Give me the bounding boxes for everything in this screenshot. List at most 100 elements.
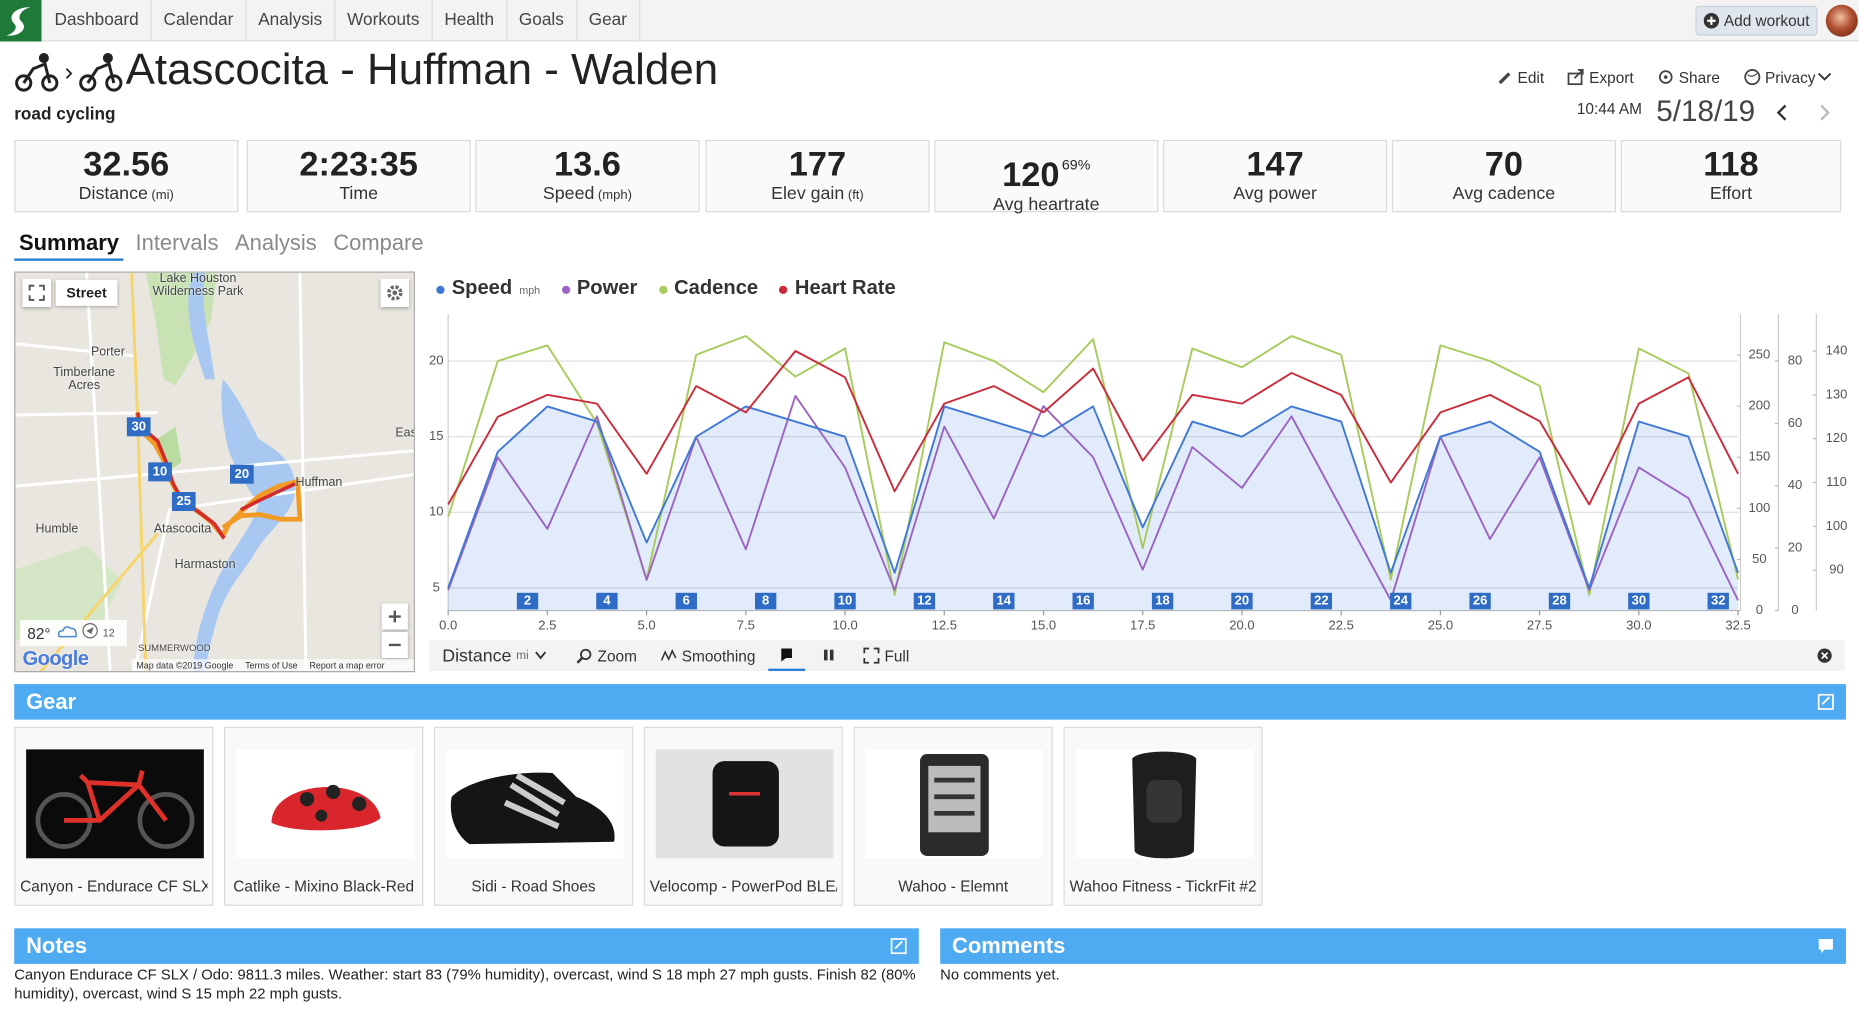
lap-marker[interactable]: [516, 592, 539, 610]
header-action[interactable]: Share: [1657, 68, 1720, 87]
route-marker[interactable]: 20: [230, 464, 254, 484]
gear-card[interactable]: Wahoo - Elemnt: [853, 726, 1053, 906]
pause-toggle[interactable]: [820, 640, 837, 671]
nav-item[interactable]: Gear: [577, 0, 641, 41]
lap-marker[interactable]: [834, 592, 856, 610]
stat-number: 13.6: [553, 145, 621, 184]
lap-marker[interactable]: [913, 592, 936, 610]
lap-marker[interactable]: [675, 592, 697, 610]
workout-time: 10:44 AM: [1576, 99, 1642, 118]
prev-button[interactable]: [1775, 103, 1792, 122]
nav-item[interactable]: Health: [432, 0, 508, 41]
add-workout-button[interactable]: Add workout: [1695, 5, 1818, 36]
lap-marker[interactable]: [596, 592, 618, 610]
lap-marker[interactable]: [1628, 592, 1650, 610]
nav-item[interactable]: Goals: [507, 0, 577, 41]
sport-icons[interactable]: [14, 52, 123, 95]
map-footer-text[interactable]: Report a map error: [309, 660, 385, 672]
stat-unit: (mph): [597, 188, 632, 203]
section-action[interactable]: [1818, 938, 1835, 955]
legend-item[interactable]: Cadence: [658, 276, 758, 300]
gear-card[interactable]: Wahoo Fitness - TickrFit #2: [1063, 726, 1263, 906]
x-tick-label: 15.0: [1031, 617, 1056, 632]
lap-marker[interactable]: [1310, 592, 1333, 610]
x-tick-label: 20.0: [1229, 617, 1254, 632]
stat-box: 13.6 Speed (mph): [475, 139, 700, 213]
map-label: SUMMERWOOD: [138, 642, 211, 654]
legend-item[interactable]: Heart Rate: [779, 276, 896, 300]
map-settings-button[interactable]: [380, 278, 410, 308]
nav-menu: Dashboard Calendar Analysis Workouts Health G…: [43, 0, 641, 41]
stat-box: 2:23:35 Time: [246, 139, 471, 213]
stat-box: 177 Elev gain (ft): [705, 139, 930, 213]
x-tick-label: 17.5: [1130, 617, 1155, 632]
header-action[interactable]: Privacy: [1743, 68, 1832, 87]
gear-card[interactable]: Catlike - Mixino Black-Red: [224, 726, 424, 906]
notes-header: Notes: [14, 928, 919, 964]
fullscreen-button[interactable]: [22, 278, 51, 308]
nav-item[interactable]: Calendar: [152, 0, 247, 41]
logo[interactable]: [0, 0, 42, 42]
x-tick-label: 2.5: [538, 617, 556, 632]
minus-icon: [388, 643, 401, 647]
legend-item[interactable]: Power: [561, 276, 637, 300]
toolbar-label: Smoothing: [681, 646, 756, 665]
tab[interactable]: Intervals: [135, 230, 219, 255]
stat-number: 147: [1246, 145, 1304, 184]
y-tick-label: 110: [1826, 474, 1847, 489]
nav-item[interactable]: Workouts: [335, 0, 433, 41]
toolbar-item[interactable]: Zoom: [576, 640, 637, 671]
map-footer-text[interactable]: Terms of Use: [245, 660, 298, 672]
map-label: Porter: [90, 345, 125, 360]
lap-marker[interactable]: [1469, 592, 1491, 610]
gear-card[interactable]: Canyon - Endurace CF SLX I: [14, 726, 214, 906]
avatar[interactable]: [1825, 4, 1858, 37]
gear-image: [865, 749, 1044, 859]
tab[interactable]: Summary: [14, 230, 124, 261]
add-workout-label: Add workout: [1723, 11, 1810, 30]
section-action[interactable]: [890, 938, 907, 955]
gear-card[interactable]: Sidi - Road Shoes: [433, 726, 634, 906]
zoom-out-button[interactable]: [381, 631, 408, 659]
stat-label: Effort: [1622, 184, 1840, 205]
tab[interactable]: Analysis: [235, 230, 317, 255]
lap-marker[interactable]: [1548, 592, 1571, 610]
workout-date: 5/18/19: [1656, 94, 1756, 129]
toolbar-item[interactable]: Smoothing: [660, 640, 755, 671]
nav-item[interactable]: Dashboard: [43, 0, 152, 41]
header-action[interactable]: Export: [1568, 68, 1634, 87]
stat-label: Time: [248, 184, 470, 205]
stat-extra: 69%: [1061, 156, 1091, 174]
legend-item[interactable]: Speed mph: [436, 276, 540, 300]
nav-item[interactable]: Analysis: [246, 0, 336, 41]
route-marker[interactable]: 30: [126, 417, 151, 437]
toolbar-item[interactable]: Full: [863, 640, 909, 671]
route-marker[interactable]: 25: [171, 492, 196, 511]
map-style-button[interactable]: Street: [55, 279, 118, 306]
toolbar-item[interactable]: Distance mi: [442, 640, 547, 671]
tab[interactable]: Compare: [333, 230, 424, 255]
lap-marker[interactable]: [1707, 592, 1729, 610]
lap-marker[interactable]: [1072, 592, 1094, 610]
lap-marker[interactable]: [993, 592, 1015, 610]
stat-value: 147: [1164, 146, 1386, 184]
close-chart-button[interactable]: [1816, 647, 1833, 664]
lap-marker[interactable]: [1231, 592, 1253, 610]
section-action[interactable]: [1817, 693, 1835, 711]
gear-image: [235, 749, 414, 859]
route-marker[interactable]: 10: [148, 462, 172, 482]
lap-marker[interactable]: [755, 592, 777, 610]
laps-toggle[interactable]: [768, 640, 806, 672]
legend-swatch: [436, 285, 445, 295]
gear-card[interactable]: Velocomp - PowerPod BLE/: [643, 726, 843, 906]
stat-label-text: Time: [339, 183, 379, 204]
section-title: Notes: [26, 933, 88, 958]
header-action[interactable]: Edit: [1496, 68, 1544, 87]
gear-label: Canyon - Endurace CF SLX I: [20, 877, 208, 896]
lap-marker[interactable]: [1151, 592, 1174, 610]
zoom-in-button[interactable]: [381, 603, 408, 630]
next-button[interactable]: [1818, 103, 1835, 122]
gear-icon: [387, 285, 403, 301]
lap-marker[interactable]: [1390, 592, 1412, 610]
